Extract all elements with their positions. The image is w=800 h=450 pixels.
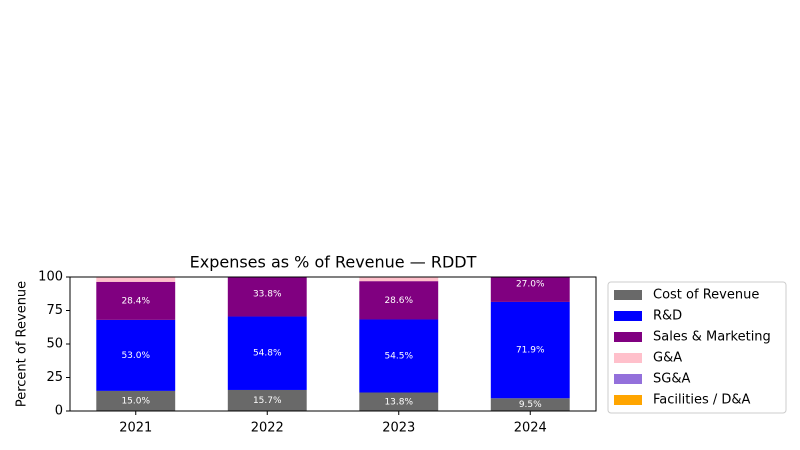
chart-title: Expenses as % of Revenue — RDDT	[190, 253, 477, 272]
legend-swatch	[614, 311, 642, 321]
value-label: 54.5%	[384, 351, 413, 361]
value-label: 28.4%	[121, 296, 150, 306]
bar-segment	[359, 277, 439, 282]
x-tick-label: 2024	[514, 421, 547, 436]
x-tick-label: 2022	[251, 421, 284, 436]
legend-label: Facilities / D&A	[653, 393, 751, 408]
bar-segment	[359, 392, 439, 411]
bar-segment	[96, 390, 176, 411]
legend	[607, 281, 787, 414]
bar-segment	[359, 281, 439, 320]
value-label: 53.0%	[121, 351, 150, 361]
x-tick-label: 2023	[382, 421, 415, 436]
legend-label: SG&A	[653, 372, 690, 387]
legend-swatch	[614, 395, 642, 405]
bar-segment	[490, 301, 570, 399]
legend-label: Sales & Marketing	[653, 330, 771, 345]
bar-segment	[227, 316, 307, 390]
value-label: 27.0%	[516, 279, 545, 289]
legend-label: Cost of Revenue	[653, 288, 759, 303]
legend-swatch	[614, 374, 642, 384]
legend-label: R&D	[653, 309, 682, 324]
bar-segment	[96, 281, 176, 320]
legend-swatch	[614, 353, 642, 363]
bar-segment	[96, 319, 176, 391]
value-label: 15.7%	[253, 396, 282, 406]
bar-segment	[359, 319, 439, 393]
legend-swatch	[614, 332, 642, 342]
bar-segment	[227, 389, 307, 411]
x-tick-label: 2021	[119, 421, 152, 436]
legend-label: G&A	[653, 351, 682, 366]
value-label: 28.6%	[384, 296, 413, 306]
value-label: 9.5%	[519, 400, 542, 410]
y-tick-label: 75	[46, 303, 63, 318]
value-label: 54.8%	[253, 349, 282, 359]
y-tick-label: 0	[55, 404, 63, 419]
bar-segment	[490, 398, 570, 411]
bar-segment	[490, 277, 570, 302]
legend-swatch	[614, 290, 642, 300]
value-label: 15.0%	[121, 396, 150, 406]
value-label: 33.8%	[253, 289, 282, 299]
y-tick-label: 25	[46, 370, 63, 385]
y-tick-label: 100	[38, 270, 63, 285]
y-tick-label: 50	[46, 337, 63, 352]
bar-segment	[96, 277, 176, 282]
value-label: 71.9%	[516, 346, 545, 356]
bar-segment	[227, 277, 307, 317]
y-axis-label: Percent of Revenue	[15, 281, 30, 407]
value-label: 13.8%	[384, 397, 413, 407]
